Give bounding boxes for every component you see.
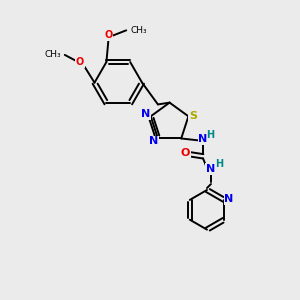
- Text: N: N: [141, 109, 150, 119]
- Text: H: H: [215, 159, 223, 169]
- Text: O: O: [104, 30, 112, 40]
- Text: N: N: [198, 134, 208, 145]
- Text: O: O: [181, 148, 190, 158]
- Text: H: H: [206, 130, 214, 140]
- Text: N: N: [149, 136, 159, 146]
- Text: S: S: [189, 111, 197, 121]
- Text: O: O: [76, 57, 84, 67]
- Text: N: N: [224, 194, 234, 204]
- Text: N: N: [206, 164, 216, 174]
- Text: CH₃: CH₃: [130, 26, 147, 35]
- Text: CH₃: CH₃: [44, 50, 61, 59]
